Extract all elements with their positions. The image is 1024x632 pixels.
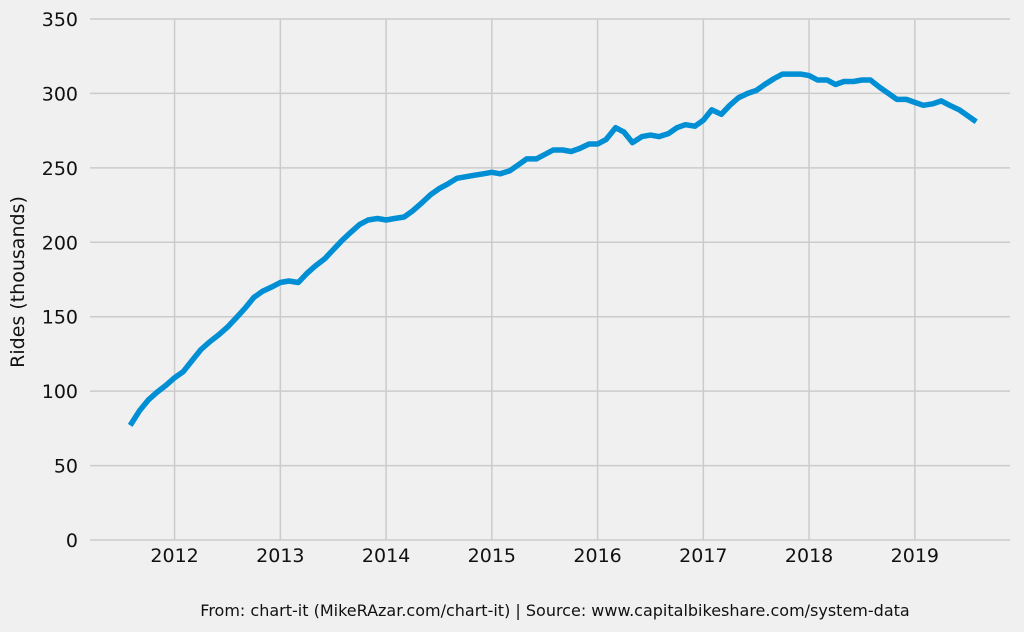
x-tick-label: 2019 <box>891 545 939 567</box>
x-tick-label: 2016 <box>573 545 621 567</box>
x-tick-label: 2014 <box>362 545 410 567</box>
source-note: From: chart-it (MikeRAzar.com/chart-it) … <box>200 601 909 620</box>
x-gridlines <box>173 19 916 540</box>
x-tick-labels: 2012 2013 2014 2015 2016 2017 2018 2019 <box>150 545 939 567</box>
y-tick-label: 250 <box>42 158 78 180</box>
x-tick-label: 2017 <box>679 545 727 567</box>
y-tick-label: 100 <box>42 381 78 403</box>
y-tick-label: 200 <box>42 232 78 254</box>
y-tick-labels: 0 50 100 150 200 250 300 350 <box>42 9 78 552</box>
x-tick-label: 2013 <box>256 545 304 567</box>
y-tick-label: 50 <box>54 456 78 478</box>
y-tick-label: 0 <box>66 530 78 552</box>
rides-series-line <box>127 71 978 427</box>
x-tick-label: 2015 <box>468 545 516 567</box>
y-axis-label: Rides (thousands) <box>7 196 29 368</box>
y-tick-label: 350 <box>42 9 78 31</box>
x-tick-label: 2012 <box>150 545 198 567</box>
x-tick-label: 2018 <box>785 545 833 567</box>
y-gridlines <box>90 18 1010 541</box>
y-tick-label: 150 <box>42 307 78 329</box>
y-tick-label: 300 <box>42 83 78 105</box>
